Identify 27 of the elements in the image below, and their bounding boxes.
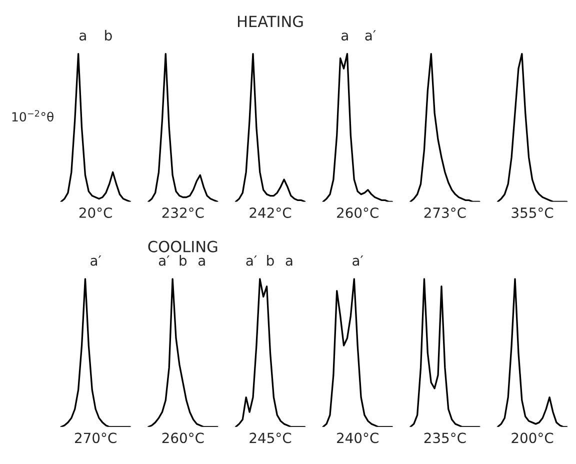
x-axis-title: 240°C: [337, 432, 378, 444]
x-axis-title: 260°C: [337, 208, 378, 218]
x-axis-title: 270°C: [75, 432, 116, 444]
text: a: [198, 258, 205, 266]
text: b: [180, 255, 187, 266]
x-axis-title: 242°C: [250, 208, 292, 218]
text: a: [79, 32, 86, 41]
chart-title: COOLING: [148, 240, 218, 252]
text: a′: [158, 255, 170, 266]
text: a: [286, 258, 292, 266]
text: b: [267, 255, 274, 266]
x-axis-title: 260°C: [162, 432, 204, 444]
x-axis-title: 232°C: [162, 208, 204, 218]
y-axis-title: 10$^{−2}$°θ: [12, 110, 54, 122]
x-axis-title: 200°C: [512, 432, 554, 444]
text: a: [342, 32, 348, 41]
x-axis-title: 273°C: [424, 208, 466, 218]
text: b: [105, 30, 112, 41]
text: a′: [352, 255, 364, 266]
text: a′: [365, 30, 376, 41]
chart-title: HEATING: [238, 16, 303, 28]
x-axis-title: 235°C: [424, 432, 466, 444]
x-axis-title: 20°C: [79, 208, 112, 218]
text: a′: [90, 255, 102, 266]
x-axis-title: 355°C: [512, 208, 554, 218]
text: a′: [246, 255, 257, 266]
x-axis-title: 245°C: [250, 432, 292, 444]
